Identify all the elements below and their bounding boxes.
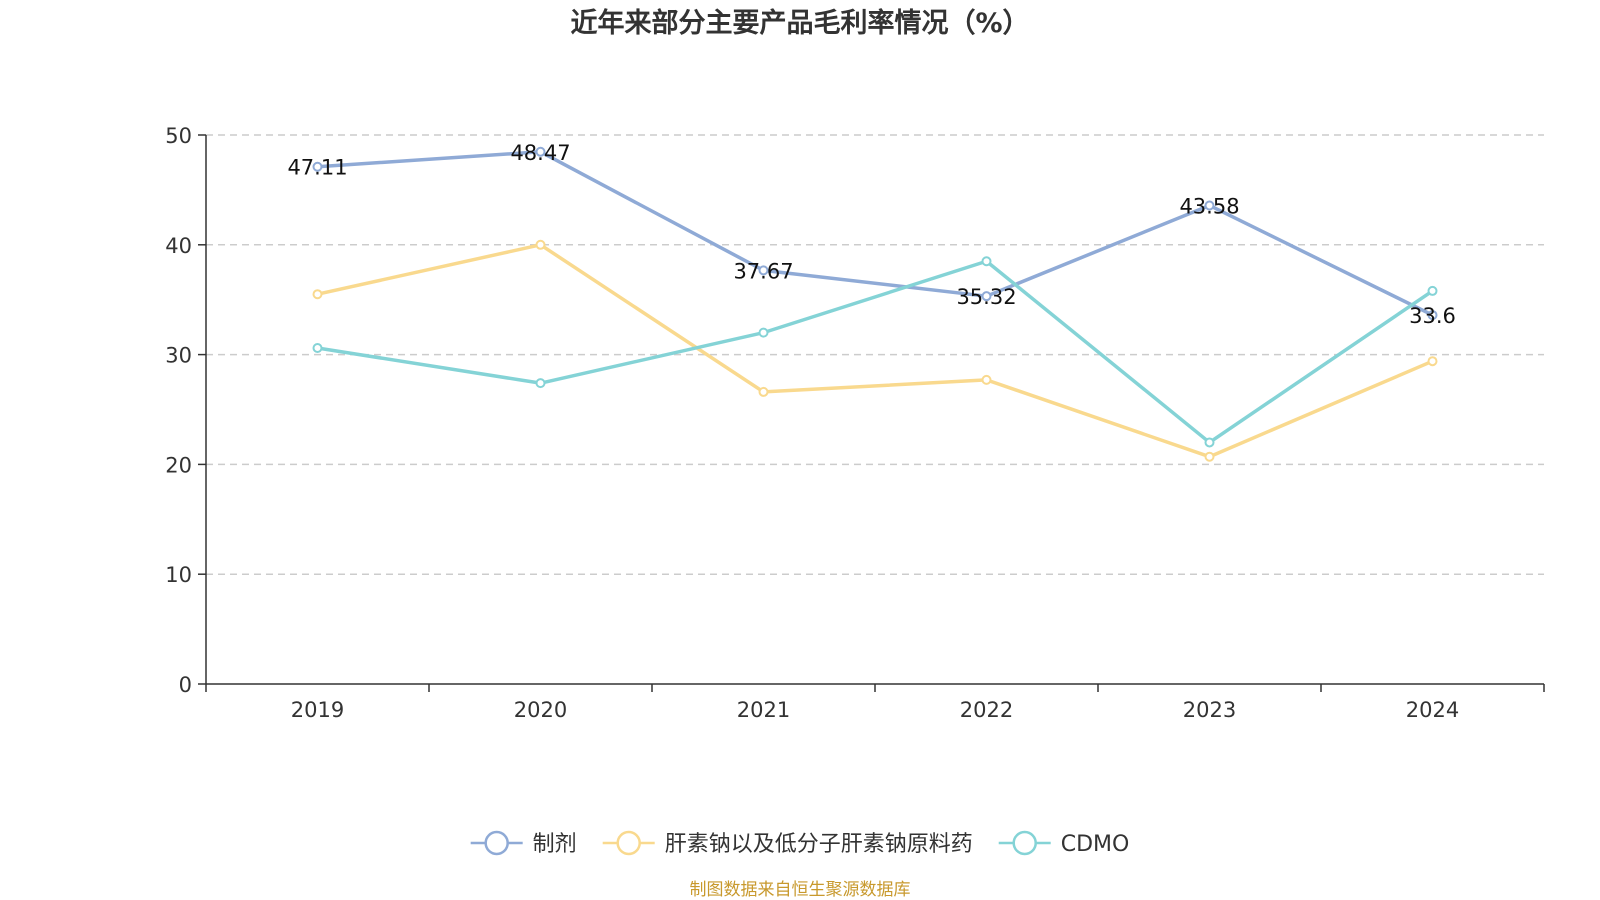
legend-item-0[interactable]: 制剂 [470, 830, 577, 857]
data-point[interactable] [758, 327, 769, 338]
source-note: 制图数据来自恒生聚源数据库 [690, 880, 911, 900]
legend-label: CDMO [1061, 832, 1130, 857]
series-line-2 [317, 259, 1434, 445]
legend-marker-icon [484, 830, 509, 856]
y-tick-label: 30 [165, 344, 192, 368]
data-point[interactable] [1427, 356, 1438, 367]
data-labels: 47.11 48.47 37.67 35.32 43.58 33.6 [287, 141, 1455, 328]
data-point[interactable] [535, 239, 546, 250]
legend-item-1[interactable]: 肝素钠以及低分子肝素钠原料药 [602, 830, 973, 857]
data-label: 35.32 [956, 285, 1016, 309]
data-point[interactable] [1427, 285, 1438, 296]
data-point[interactable] [758, 265, 769, 276]
x-tick-label: 2020 [514, 698, 567, 722]
data-label: 48.47 [510, 141, 570, 165]
y-tick-label: 20 [165, 453, 192, 477]
legend-marker-icon [1012, 830, 1037, 856]
axes: 0 10 20 30 40 50 2019 2020 2021 2022 2023 2024 [165, 124, 1545, 722]
x-tick-label: 2023 [1183, 698, 1236, 722]
legend-marker-icon [616, 830, 641, 856]
x-tick-label: 2021 [737, 698, 790, 722]
y-tick-label: 10 [165, 563, 192, 587]
data-point[interactable] [758, 386, 769, 397]
series-line-0 [317, 150, 1434, 317]
y-tick-label: 50 [165, 124, 192, 148]
legend-label: 肝素钠以及低分子肝素钠原料药 [665, 832, 973, 857]
y-tick-label: 0 [179, 673, 192, 697]
series-lines [312, 146, 1438, 462]
data-point[interactable] [312, 289, 323, 300]
data-point[interactable] [1427, 310, 1438, 321]
data-point[interactable] [981, 374, 992, 385]
x-tick-label: 2024 [1406, 698, 1459, 722]
series-line-1 [317, 243, 1434, 459]
data-point[interactable] [312, 343, 323, 354]
data-label: 47.11 [287, 156, 347, 180]
legend[interactable]: 制剂 肝素钠以及低分子肝素钠原料药 CDMO [470, 830, 1130, 857]
y-tick-label: 40 [165, 234, 192, 258]
x-tick-label: 2022 [960, 698, 1013, 722]
x-tick-label: 2019 [291, 698, 344, 722]
data-point[interactable] [535, 146, 546, 157]
legend-label: 制剂 [533, 832, 577, 857]
chart-title: 近年来部分主要产品毛利率情况（%） [570, 7, 1029, 39]
data-point[interactable] [1204, 451, 1215, 462]
data-label: 33.6 [1409, 304, 1456, 328]
data-point[interactable] [981, 291, 992, 302]
data-point[interactable] [312, 161, 323, 172]
grid-lines [206, 134, 1544, 575]
data-label: 43.58 [1179, 194, 1239, 218]
data-point[interactable] [1204, 437, 1215, 448]
data-point[interactable] [535, 378, 546, 389]
legend-item-2[interactable]: CDMO [998, 830, 1130, 857]
data-point[interactable] [981, 256, 992, 267]
data-point[interactable] [1204, 200, 1215, 211]
data-label: 37.67 [733, 259, 793, 283]
